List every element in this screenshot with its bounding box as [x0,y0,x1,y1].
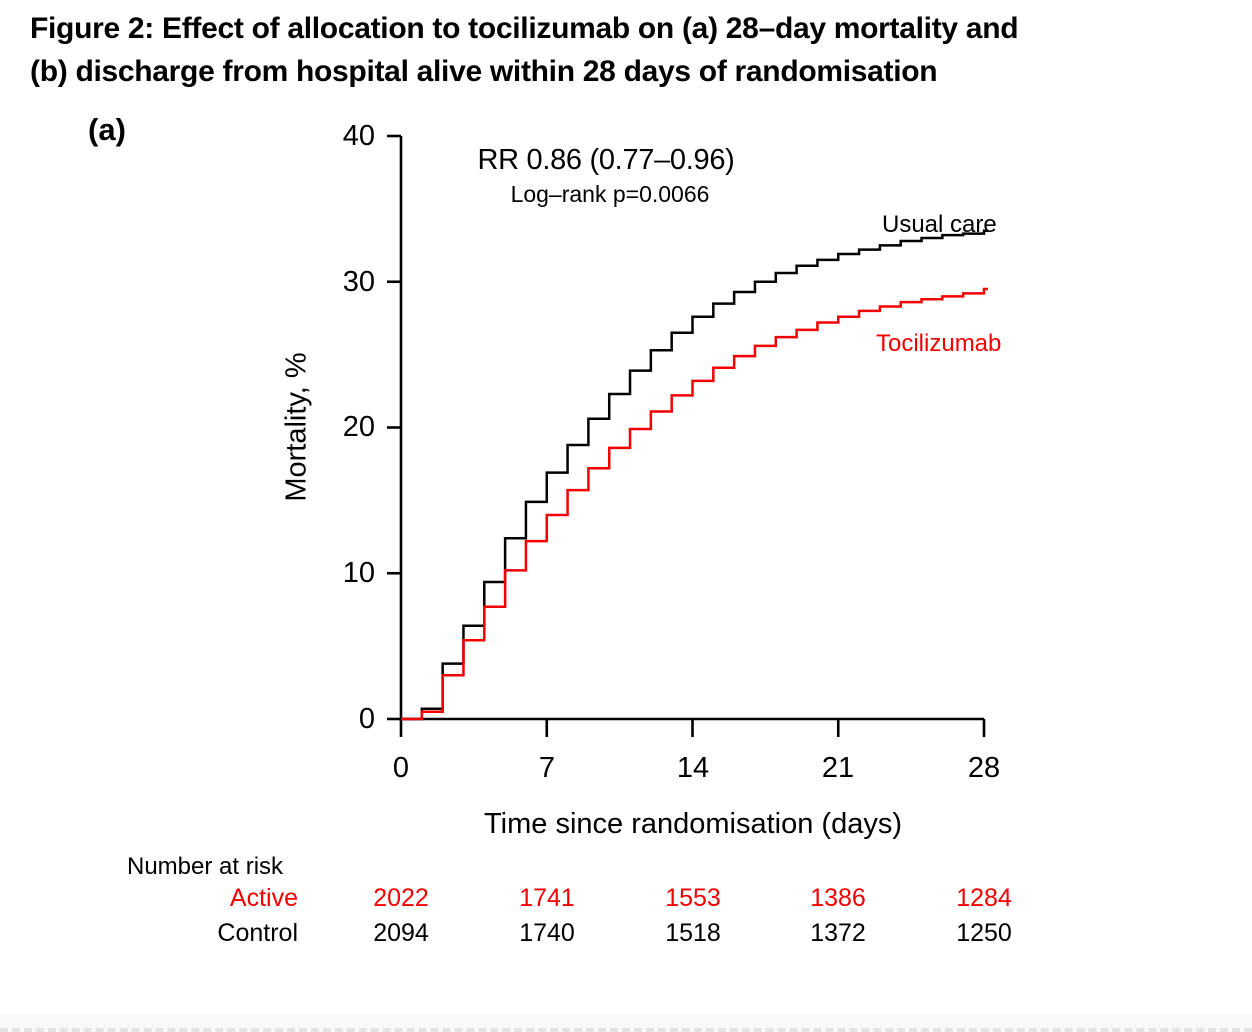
risk-ratio-annotation: RR 0.86 (0.77–0.96) [477,144,735,176]
risk-row-label-control: Control [217,919,298,947]
risk-active-d28: 1284 [956,884,1012,912]
x-tick-label-7: 7 [538,752,556,784]
legend-usual-care: Usual care [882,211,997,238]
risk-row-label-active: Active [229,884,298,912]
risk-control-d0: 2094 [373,919,429,947]
logrank-annotation: Log–rank p=0.0066 [510,181,710,207]
figure-title-line1: Figure 2: Effect of allocation to tocili… [30,12,1019,45]
x-tick-label-0: 0 [392,752,410,784]
risk-active-d7: 1741 [519,884,575,912]
bottom-edge-strip [0,1014,1252,1032]
risk-active-d14: 1553 [665,884,721,912]
risk-control-d28: 1250 [956,919,1012,947]
number-at-risk-header: Number at risk [127,853,284,880]
risk-control-d7: 1740 [519,919,575,947]
y-tick-label-20: 20 [342,411,375,443]
risk-control-d14: 1518 [665,919,721,947]
x-tick-label-21: 21 [821,752,855,784]
x-tick-label-14: 14 [676,752,710,784]
x-tick-label-28: 28 [967,752,1001,784]
risk-active-d21: 1386 [810,884,866,912]
y-tick-label-0: 0 [358,703,375,735]
legend-tocilizumab: Tocilizumab [876,330,1002,357]
risk-active-d0: 2022 [373,884,429,912]
y-tick-label-10: 10 [342,557,375,589]
figure-title-line2: (b) discharge from hospital alive within… [30,55,938,88]
panel-label-a: (a) [88,112,126,147]
risk-control-d21: 1372 [810,919,866,947]
y-tick-label-30: 30 [342,266,375,298]
y-tick-label-40: 40 [342,120,375,152]
x-axis-title: Time since randomisation (days) [484,808,902,840]
